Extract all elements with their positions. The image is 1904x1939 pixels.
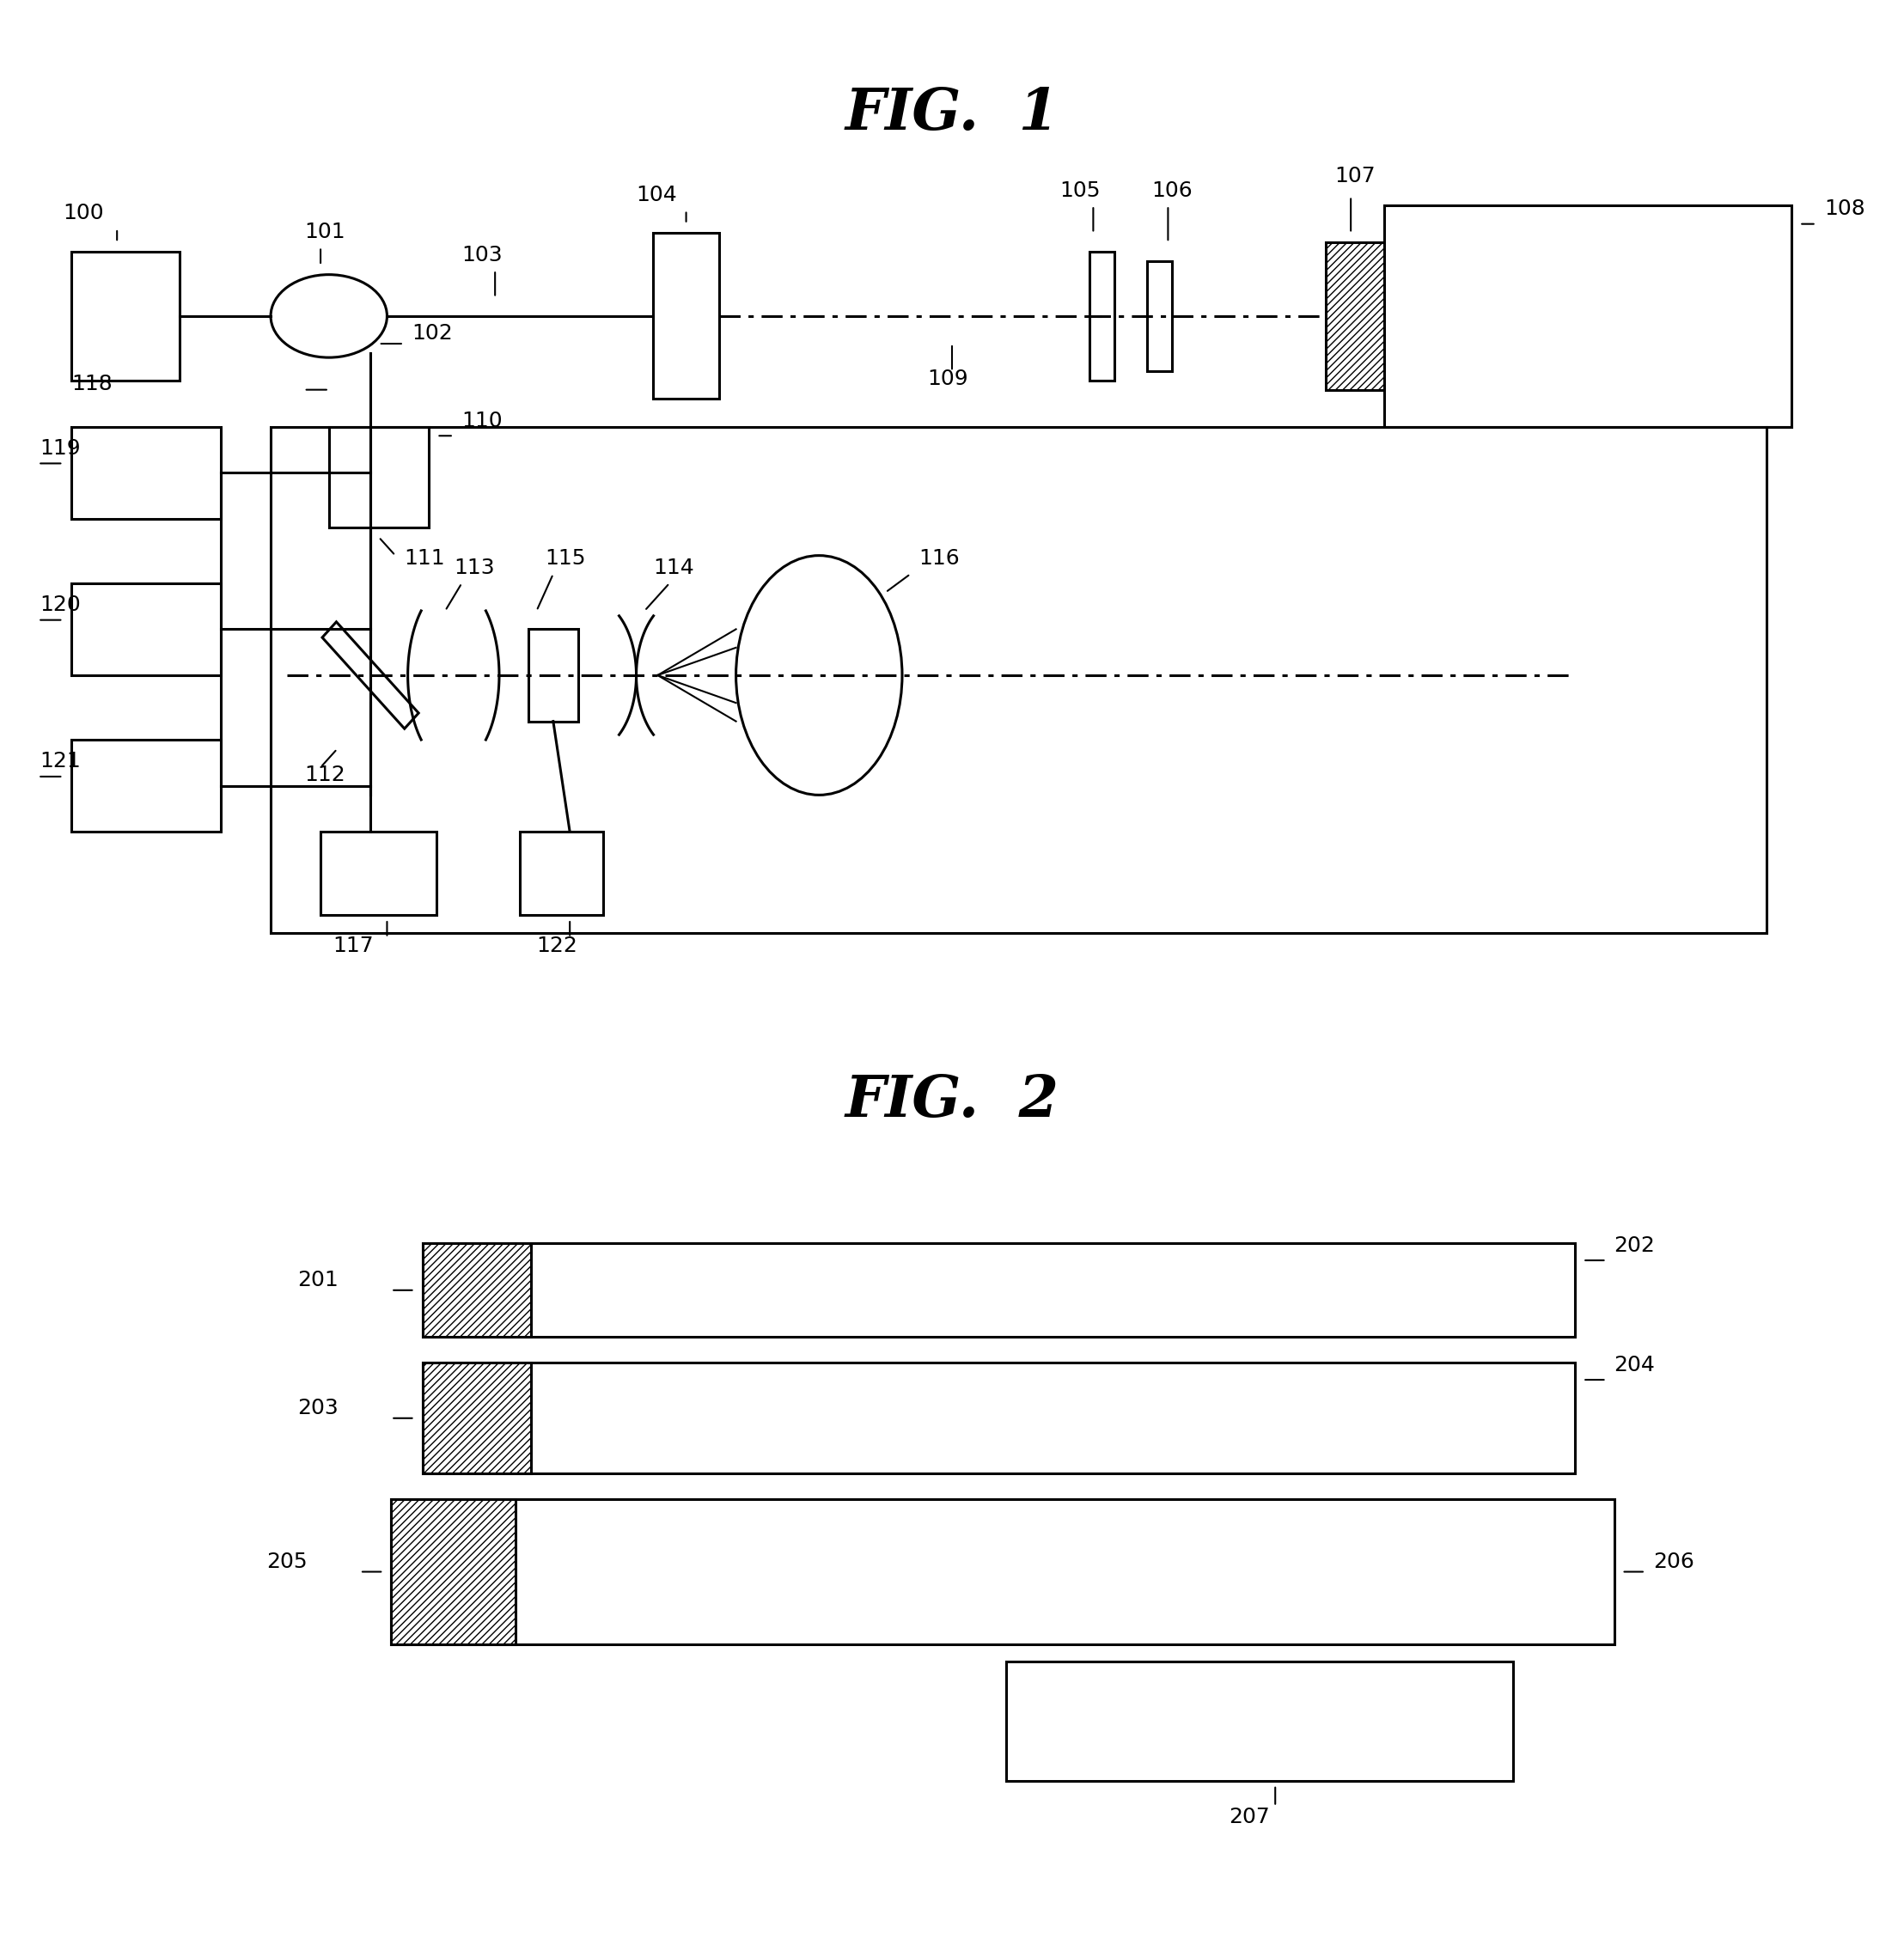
Text: 117: 117 [333, 935, 373, 956]
Text: 122: 122 [537, 935, 577, 956]
Text: 207: 207 [1228, 1807, 1270, 1828]
Bar [390, 1499, 1615, 1644]
Text: 201: 201 [297, 1270, 339, 1289]
Text: 121: 121 [40, 750, 80, 772]
Text: 107: 107 [1335, 167, 1375, 186]
Bar [520, 832, 604, 915]
Text: 108: 108 [1824, 198, 1866, 219]
Bar [423, 1363, 531, 1474]
Bar [527, 628, 579, 721]
Bar [390, 1499, 516, 1644]
Bar [1325, 242, 1384, 390]
Text: 115: 115 [545, 549, 586, 568]
Bar [270, 427, 1767, 933]
Text: 100: 100 [63, 204, 105, 223]
Bar [329, 427, 428, 527]
Text: 112: 112 [305, 764, 345, 785]
Text: 116: 116 [920, 549, 960, 568]
Text: 204: 204 [1615, 1355, 1655, 1375]
Text: 101: 101 [305, 221, 345, 242]
Text: 114: 114 [653, 558, 693, 578]
Bar [1089, 252, 1114, 380]
Text: 111: 111 [404, 549, 444, 568]
Text: 202: 202 [1615, 1235, 1655, 1256]
Text: 206: 206 [1653, 1551, 1695, 1573]
Bar [1148, 260, 1173, 372]
Text: 103: 103 [463, 244, 503, 266]
Bar [1384, 206, 1792, 427]
Text: 118: 118 [70, 374, 112, 394]
Bar [423, 1243, 531, 1338]
Text: 110: 110 [463, 411, 503, 430]
Bar [1007, 1662, 1514, 1780]
Text: 105: 105 [1061, 180, 1101, 200]
Ellipse shape [737, 555, 902, 795]
Text: 203: 203 [297, 1398, 339, 1417]
Text: 106: 106 [1152, 180, 1192, 200]
Text: 205: 205 [267, 1551, 307, 1573]
Bar [70, 252, 179, 380]
Text: FIG.  2: FIG. 2 [845, 1072, 1059, 1128]
Text: 104: 104 [636, 184, 678, 206]
Ellipse shape [270, 275, 387, 357]
Text: 120: 120 [40, 595, 80, 615]
Bar [653, 233, 720, 399]
Bar [70, 741, 221, 832]
Bar [423, 1363, 1575, 1474]
Polygon shape [322, 622, 419, 729]
Text: FIG.  1: FIG. 1 [845, 85, 1059, 142]
Text: 102: 102 [411, 322, 453, 343]
Bar [423, 1243, 1575, 1338]
Bar [320, 832, 436, 915]
Text: 109: 109 [927, 368, 967, 390]
Text: 119: 119 [40, 438, 80, 458]
Bar [70, 584, 221, 675]
Bar [70, 427, 221, 518]
Text: 113: 113 [453, 558, 495, 578]
